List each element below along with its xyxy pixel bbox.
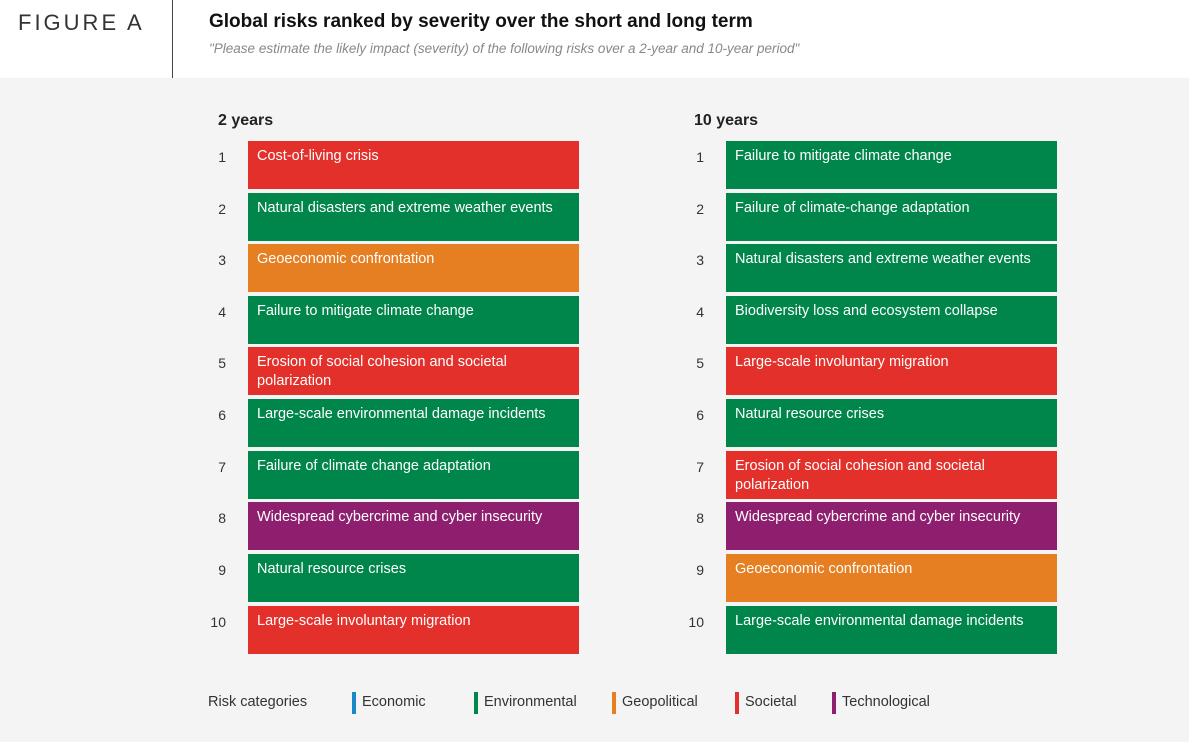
risk-rank: 4	[696, 304, 704, 320]
legend-swatch	[832, 692, 836, 714]
risk-label: Widespread cybercrime and cyber insecuri…	[248, 502, 579, 550]
risk-rank: 6	[696, 407, 704, 423]
risk-label: Erosion of social cohesion and societal …	[248, 347, 579, 395]
risk-rank: 8	[218, 510, 226, 526]
risk-label: Large-scale involuntary migration	[248, 606, 579, 654]
figure-header: FIGURE A Global risks ranked by severity…	[0, 0, 1189, 78]
risk-label: Natural disasters and extreme weather ev…	[248, 193, 579, 241]
legend-label: Societal	[745, 694, 797, 710]
risk-label: Cost-of-living crisis	[248, 141, 579, 189]
legend-label: Environmental	[484, 694, 577, 710]
figure-title: Global risks ranked by severity over the…	[209, 11, 753, 32]
risk-rank: 10	[210, 614, 226, 630]
risk-label: Failure to mitigate climate change	[726, 141, 1057, 189]
legend-title: Risk categories	[208, 694, 308, 710]
legend-label: Technological	[842, 694, 930, 710]
risk-label: Geoeconomic confrontation	[248, 244, 579, 292]
risk-rank: 5	[218, 355, 226, 371]
risk-label: Large-scale environmental damage inciden…	[248, 399, 579, 447]
right-margin	[1189, 0, 1197, 742]
risk-rank: 3	[218, 252, 226, 268]
risk-rank: 8	[696, 510, 704, 526]
column-title-2-years: 2 years	[218, 112, 274, 129]
risk-rank: 5	[696, 355, 704, 371]
risk-rank: 4	[218, 304, 226, 320]
risk-label: Large-scale environmental damage inciden…	[726, 606, 1057, 654]
risk-label: Failure to mitigate climate change	[248, 296, 579, 344]
risk-rank: 3	[696, 252, 704, 268]
risk-rank: 10	[688, 614, 704, 630]
legend-swatch	[474, 692, 478, 714]
legend-swatch	[735, 692, 739, 714]
risk-label: Geoeconomic confrontation	[726, 554, 1057, 602]
risk-label: Natural resource crises	[726, 399, 1057, 447]
risk-label: Biodiversity loss and ecosystem collapse	[726, 296, 1057, 344]
risk-label: Widespread cybercrime and cyber insecuri…	[726, 502, 1057, 550]
risk-label: Failure of climate change adaptation	[248, 451, 579, 499]
legend-swatch	[352, 692, 356, 714]
risk-rank: 1	[218, 149, 226, 165]
risk-label: Natural resource crises	[248, 554, 579, 602]
risk-rank: 9	[696, 562, 704, 578]
legend-label: Economic	[362, 694, 426, 710]
risk-rank: 2	[696, 201, 704, 217]
legend-label: Geopolitical	[622, 694, 698, 710]
header-divider	[172, 0, 173, 78]
risk-rank: 2	[218, 201, 226, 217]
risk-label: Erosion of social cohesion and societal …	[726, 451, 1057, 499]
legend-swatch	[612, 692, 616, 714]
risk-rank: 7	[218, 459, 226, 475]
column-title-10-years: 10 years	[694, 112, 759, 129]
figure-label: FIGURE A	[18, 10, 145, 35]
risk-label: Failure of climate-change adaptation	[726, 193, 1057, 241]
risk-rank: 7	[696, 459, 704, 475]
figure-subtitle: "Please estimate the likely impact (seve…	[209, 41, 800, 56]
risk-rank: 6	[218, 407, 226, 423]
risk-rank: 9	[218, 562, 226, 578]
risk-label: Natural disasters and extreme weather ev…	[726, 244, 1057, 292]
risk-label: Large-scale involuntary migration	[726, 347, 1057, 395]
risk-rank: 1	[696, 149, 704, 165]
